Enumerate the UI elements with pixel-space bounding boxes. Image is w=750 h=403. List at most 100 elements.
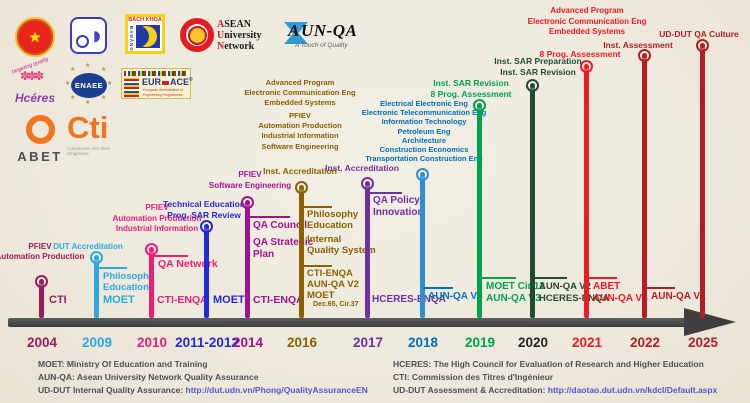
aunqa-bowtie-icon	[284, 22, 308, 44]
aunqa-logo: A UN-QA A Touch of Quality	[284, 20, 364, 52]
year-label: 2011-2012	[175, 335, 239, 350]
event-label: 8 Prog. Assessment	[539, 49, 621, 59]
legend-term: UD-DUT Assessment & Accreditation:	[393, 385, 546, 395]
aun-paddy-icon	[187, 25, 207, 45]
event-label: Inst. SAR Revision	[433, 78, 509, 88]
internal-qa-link[interactable]: http://dut.udn.vn/Phong/QualityAssurance…	[185, 385, 368, 395]
bachkhoa-label: BÁCH KHOA	[128, 17, 162, 23]
bottom-label: MOET	[213, 294, 245, 306]
legend-term: UD-DUT Internal Quality Assurance:	[38, 385, 184, 395]
event-label: Architecture	[401, 135, 447, 145]
event-label: Technical Education	[162, 199, 246, 209]
year-label: 2025	[687, 335, 719, 350]
assessment-accreditation-link[interactable]: http://daotao.dut.udn.vn/kdcl/Default.as…	[547, 385, 718, 395]
cti-subtitle: commission des titres d'ingénieur	[67, 146, 111, 156]
event-label: QA Council	[253, 220, 308, 231]
event-label: Automation Production	[0, 252, 85, 261]
pin-line	[642, 55, 647, 318]
event-label: Philosophy	[307, 209, 359, 220]
aun-logo-text: ASEAN University Network	[217, 19, 261, 52]
bottom-label: AUN-QA V3	[486, 293, 541, 304]
bottom-label: MOET	[307, 290, 335, 301]
year-label: 2021	[571, 335, 603, 350]
star-icon: ★	[28, 28, 42, 46]
event-label: Automation Production	[112, 213, 202, 223]
legend-line: HCERES: The High Council for Evaluation …	[393, 358, 717, 371]
bottom-label: ABET	[593, 281, 621, 292]
year-label: 2020	[517, 335, 549, 350]
pin-line	[365, 183, 370, 318]
star-icon: ★	[85, 63, 91, 69]
star-icon: ★	[101, 67, 107, 73]
aun-word-rest: SEAN	[224, 19, 251, 30]
legend-line: MOET: Ministry Of Education and Training	[38, 358, 368, 371]
pin-line	[204, 226, 209, 318]
year-label: 2018	[407, 335, 439, 350]
legend-line: UD-DUT Assessment & Accreditation: http:…	[393, 384, 717, 397]
legend-line: CTI: Commission des Titres d'Ingénieur	[393, 371, 717, 384]
star-icon: ★	[65, 81, 71, 87]
bottom-label: CTI-ENQA	[157, 294, 208, 306]
year-label: 2022	[629, 335, 661, 350]
event-label: Electronic Communication Eng	[244, 88, 356, 98]
hceres-logo: targeting quality ✽✽✽ Hcéres	[10, 57, 64, 110]
pin-head-icon	[241, 196, 254, 209]
event-label: Internal	[307, 234, 342, 245]
event-label: Industrial Information	[115, 224, 199, 233]
legend-term: CTI:	[393, 372, 410, 382]
event-label: Industrial Information	[261, 131, 339, 141]
eurace-flags-strip	[124, 71, 188, 76]
legend-definition: Ministry Of Education and Training	[66, 359, 208, 369]
event-label: Construction Economics	[379, 145, 469, 155]
tick-line	[302, 206, 332, 208]
tick-line	[302, 265, 332, 267]
pin-line	[477, 105, 482, 318]
dut-logo: ◗	[70, 17, 107, 54]
tick-line	[587, 277, 617, 279]
event-label: PFIEV	[289, 111, 311, 120]
event-label: Automation Production	[258, 121, 342, 131]
pin-line	[530, 85, 535, 318]
cti-name: Cti	[67, 110, 109, 145]
eurace-dash-icon	[162, 81, 170, 85]
event-label: Quality System	[307, 245, 376, 256]
legend-definition: Asean University Network Quality Assuran…	[76, 372, 259, 382]
star-icon: ★	[101, 95, 107, 101]
aun-word-initial: U	[217, 30, 225, 41]
event-label: Advanced Program	[550, 6, 624, 15]
pin-head-icon	[638, 49, 651, 62]
bottom-label: MOET Cir.12	[486, 281, 545, 292]
event-label: Inst. Assessment	[603, 40, 673, 50]
event-label: Philosophy	[103, 271, 155, 282]
event-label: Inst. SAR Preparation	[494, 56, 582, 66]
legend-term: HCERES:	[393, 359, 432, 369]
event-label: Electronic Communication Eng	[527, 16, 647, 26]
tick-line	[423, 287, 453, 289]
pin-head-icon	[526, 79, 539, 92]
tick-line	[368, 192, 402, 194]
bachkhoa-side-label: ĐÀNẴNG	[129, 26, 134, 52]
year-label: 2014	[232, 335, 264, 350]
pin-head-icon	[696, 39, 709, 52]
pin-head-icon	[416, 168, 429, 181]
pin-line	[94, 257, 99, 318]
legend-line: AUN-QA: Asean University Network Quality…	[38, 371, 368, 384]
event-label: Embedded Systems	[548, 27, 626, 36]
aun-word-rest: etwork	[224, 41, 255, 52]
eurace-logo: EUR ACE® European Accreditation of Engine…	[121, 68, 193, 99]
tick-line	[152, 255, 188, 257]
dut-fan-icon: ◗	[89, 20, 105, 50]
pin-line	[245, 202, 250, 318]
legend-term: MOET:	[38, 359, 65, 369]
aun-logo	[180, 18, 214, 52]
aun-word-initial: A	[217, 19, 225, 30]
event-label: Electronic Telecommunication Eng	[361, 108, 487, 118]
cti-logo: Cti commission des titres d'ingénieur	[67, 112, 127, 166]
event-label: 8 Prog. Assessment	[430, 89, 512, 99]
enaee-logo: ★ ★ ★ ★ ★ ★ ★ ★ ENAEE	[65, 63, 112, 109]
abet-name: ABET	[17, 149, 63, 164]
event-label: Innovation	[373, 206, 424, 218]
pin-line	[39, 281, 44, 318]
year-label: 2019	[464, 335, 496, 350]
